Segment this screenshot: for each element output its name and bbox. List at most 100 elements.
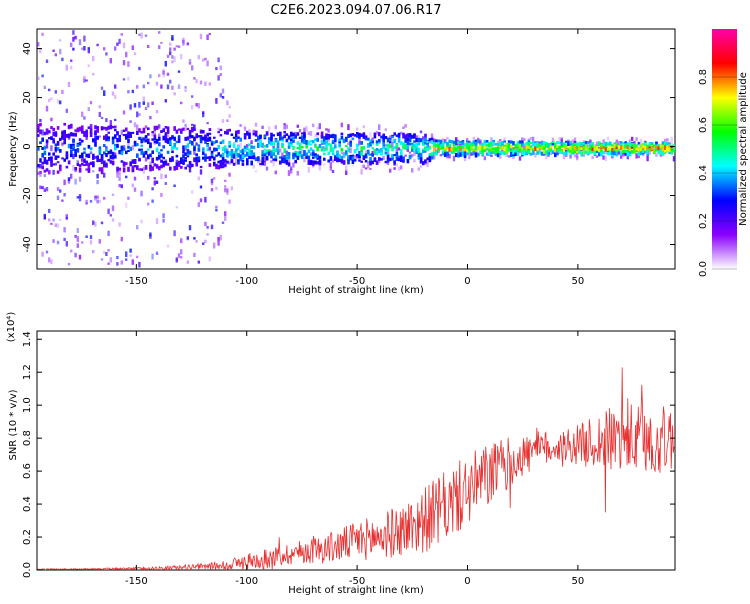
spectrogram-cell xyxy=(424,142,427,145)
spectrogram-cell xyxy=(254,170,258,173)
colorbar-label: Normalized spectral amplitude xyxy=(738,72,749,226)
spectrogram-cell xyxy=(646,155,649,162)
spectrogram-cell xyxy=(642,144,645,149)
spectrogram-cell xyxy=(323,152,326,156)
spectrogram-cell xyxy=(472,140,476,145)
spectrogram-cell xyxy=(349,134,352,137)
spectrogram-cell xyxy=(195,163,198,167)
spectrogram-cell xyxy=(254,139,258,142)
spectrogram-cell xyxy=(202,112,205,118)
spectrogram-cell xyxy=(246,132,249,135)
spectrogram-cell xyxy=(177,135,181,139)
spectrogram-cell xyxy=(364,160,368,163)
spectrogram-cell xyxy=(37,171,40,175)
spectrogram-cell xyxy=(666,145,669,150)
spectrogram-cell xyxy=(147,141,150,145)
spectrogram-cell xyxy=(186,143,190,148)
spectrogram-cell xyxy=(525,148,528,153)
spectrogram-cell xyxy=(512,150,515,155)
spectrogram-cell xyxy=(215,147,218,151)
spectrogram-cell xyxy=(626,155,629,160)
spectrogram-cell xyxy=(644,145,647,151)
spectrogram-cell xyxy=(191,142,194,146)
spectrogram-cell xyxy=(83,164,86,167)
spectrogram-cell xyxy=(305,144,308,149)
spectrogram-cell xyxy=(164,99,167,103)
spectrogram-cell xyxy=(391,136,394,139)
spectrogram-cell xyxy=(657,143,660,147)
spectrogram-cell xyxy=(85,79,88,82)
spectrogram-cell xyxy=(672,156,675,162)
spectrogram-cell xyxy=(131,168,135,172)
spectrogram-cell xyxy=(389,168,392,173)
spectrogram-cell xyxy=(584,144,588,149)
spectrogram-cell xyxy=(400,158,403,162)
spectrogram-cell xyxy=(149,74,152,79)
spectrogram-cell xyxy=(375,148,379,151)
spectrogram-cell xyxy=(455,137,458,143)
spectrogram-cell xyxy=(639,139,643,145)
spectrogram-cell xyxy=(56,161,60,164)
spectrogram-cell xyxy=(444,152,447,157)
spectrogram-cell xyxy=(155,109,159,114)
spectrogram-cell xyxy=(439,145,443,150)
spectrogram-cell xyxy=(329,166,332,171)
spectrogram-cell xyxy=(529,141,533,144)
spectrogram-cell xyxy=(604,147,608,152)
spectrogram-cell xyxy=(78,142,82,146)
spectrogram-cell xyxy=(208,82,211,86)
spectrogram-cell xyxy=(514,150,517,155)
spectrogram-cell xyxy=(76,196,79,199)
colorbar-tick-label: 0.8 xyxy=(698,69,709,85)
x-tick-label: 50 xyxy=(571,576,584,587)
spectrogram-cell xyxy=(199,138,203,144)
spectrogram-cell xyxy=(461,150,465,153)
spectrogram-cell xyxy=(283,155,286,159)
spectrogram-cell xyxy=(85,153,88,158)
spectrogram-cell xyxy=(78,126,82,132)
spectrogram-cell xyxy=(301,141,304,146)
spectrogram-cell xyxy=(329,143,333,147)
spectrogram-cell xyxy=(122,134,126,137)
spectrogram-cell xyxy=(122,60,126,66)
spectrogram-cell xyxy=(87,168,91,173)
spectrogram-cell xyxy=(118,222,121,227)
spectrogram-cell xyxy=(45,105,49,112)
spectrogram-cell xyxy=(98,149,102,153)
spectrogram-cell xyxy=(655,141,658,144)
spectrogram-cell xyxy=(393,160,396,165)
spectrogram-cell xyxy=(43,169,47,173)
spectrogram-cell xyxy=(468,154,471,160)
spectrogram-cell xyxy=(457,145,460,151)
spectrogram-cell xyxy=(547,153,550,157)
spectrogram-cell xyxy=(364,135,368,141)
spectrogram-cell xyxy=(446,137,449,140)
spectrogram-cell xyxy=(272,152,275,156)
spectrogram-cell xyxy=(56,240,60,245)
spectrogram-cell xyxy=(199,129,203,132)
spectrogram-cell xyxy=(248,153,251,156)
spectrogram-cell xyxy=(133,122,137,128)
spectrogram-cell xyxy=(384,147,388,151)
spectrogram-cell xyxy=(360,146,363,151)
spectrogram-cell xyxy=(127,134,130,139)
spectrogram-cell xyxy=(116,131,119,136)
spectrogram-cell xyxy=(72,138,75,143)
spectrogram-cell xyxy=(54,162,57,166)
spectrogram-cell xyxy=(347,150,350,153)
spectrogram-cell xyxy=(298,150,302,154)
spectrogram-cell xyxy=(224,159,227,163)
colorbar: 0.00.20.40.60.8 Normalized spectral ampl… xyxy=(698,29,749,277)
spectrogram-cell xyxy=(490,151,493,154)
spectrogram-cell xyxy=(217,131,220,134)
spectrogram-cell xyxy=(661,150,665,156)
spectrogram-cell xyxy=(103,90,106,96)
spectrogram-cell xyxy=(547,149,550,154)
spectrogram-cell xyxy=(567,148,570,152)
spectrogram-cell xyxy=(263,145,267,148)
spectrogram-cell xyxy=(413,145,416,149)
spectrogram-cell xyxy=(624,142,627,146)
spectrogram-cell xyxy=(320,131,324,137)
spectrogram-cell xyxy=(136,124,139,131)
spectrogram-cell xyxy=(606,147,610,151)
